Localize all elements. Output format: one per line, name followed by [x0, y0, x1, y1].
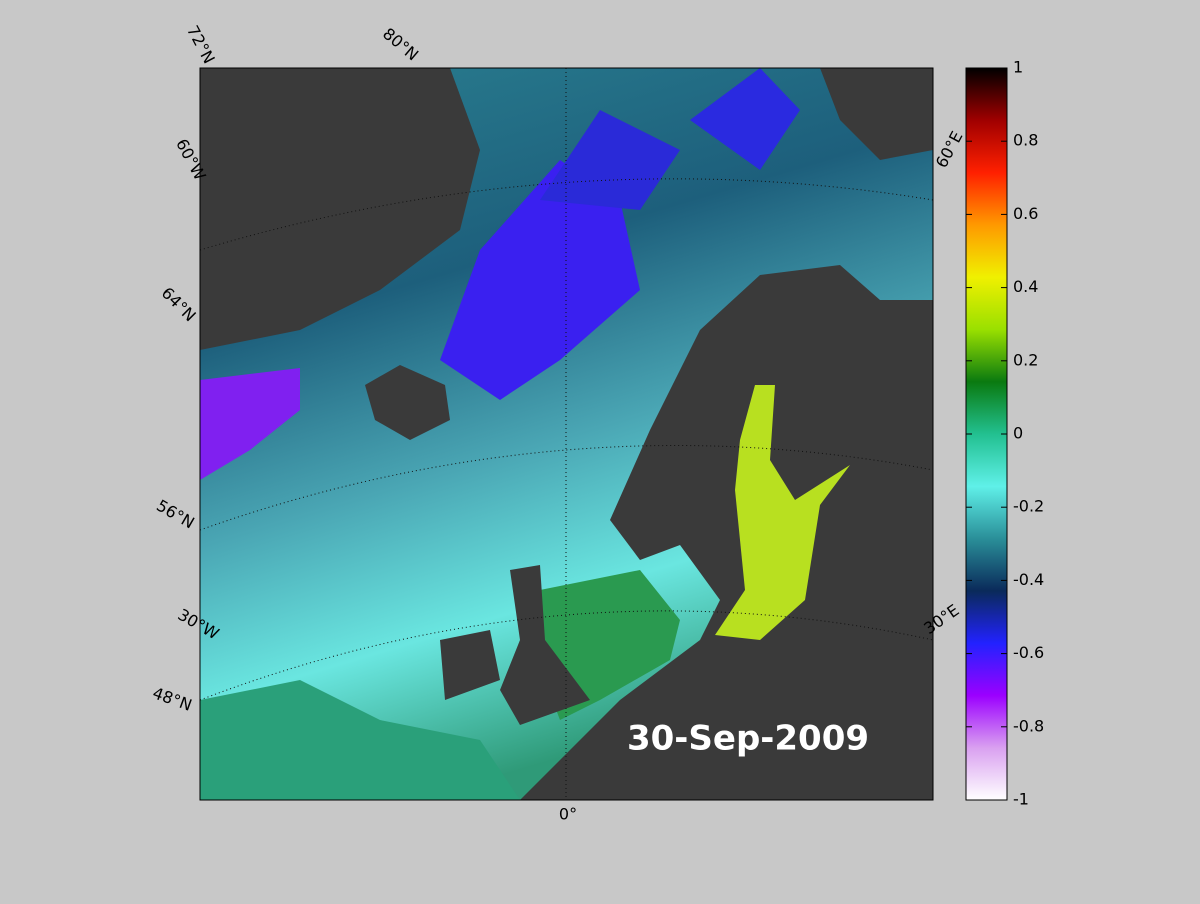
- great-britain: [500, 565, 590, 725]
- warm-water: [200, 680, 520, 800]
- baltic-sea: [715, 385, 850, 640]
- low-anomaly: [540, 110, 680, 210]
- colorbar: [965, 67, 1008, 801]
- colorbar-tick-label: 0.4: [1013, 277, 1038, 296]
- iceland: [365, 365, 450, 440]
- map: [200, 68, 933, 800]
- colorbar-tick-label: 0: [1013, 424, 1023, 443]
- graticule-label: 0°: [559, 805, 577, 824]
- colorbar-tick-label: -0.6: [1013, 643, 1044, 662]
- greenland: [200, 68, 480, 350]
- colorbar-tick-label: -0.2: [1013, 497, 1044, 516]
- graticule-labels: 72°N 80°N60°W64°N56°N30°W48°N0°30°E60°E: [150, 22, 966, 823]
- colorbar-ticks: -1 -0.8 -0.6 -0.4 -0.2 0 0.2 0.4 0.6 0.8 1: [966, 58, 1044, 809]
- low-anomaly: [200, 368, 300, 480]
- colorbar-tick-label: -0.8: [1013, 716, 1044, 735]
- colorbar-tick-label: -1: [1013, 790, 1029, 809]
- low-anomaly: [690, 68, 800, 170]
- low-anomaly: [440, 160, 640, 400]
- colorbar-tick-label: 1: [1013, 58, 1023, 77]
- colorbar-tick-label: 0.8: [1013, 131, 1038, 150]
- date-label: 30-Sep-2009: [627, 719, 869, 759]
- graticule: [200, 68, 933, 800]
- novaya-zemlya: [820, 68, 933, 160]
- map-frame: [199, 67, 934, 801]
- colorbar-tick-label: 0.2: [1013, 350, 1038, 369]
- europe-land: [520, 265, 933, 800]
- colorbar-tick-label: 0.6: [1013, 204, 1038, 223]
- colorbar-tick-label: -0.4: [1013, 570, 1044, 589]
- ireland: [440, 630, 500, 700]
